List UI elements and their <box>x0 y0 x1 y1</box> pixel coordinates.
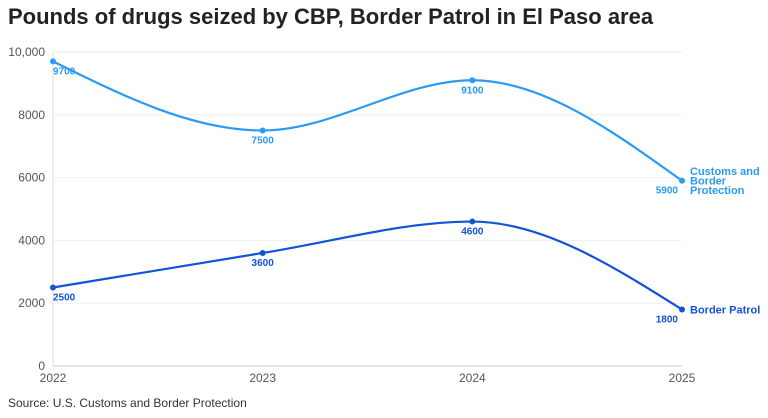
data-label: 1800 <box>656 314 679 325</box>
data-point <box>679 177 685 184</box>
data-point <box>469 77 476 84</box>
x-tick-label: 2025 <box>669 371 696 385</box>
data-label: 7500 <box>252 136 275 147</box>
data-point <box>679 306 685 313</box>
data-label: 9700 <box>53 66 76 77</box>
data-label: 2500 <box>53 293 76 304</box>
data-point <box>50 58 56 65</box>
series-label: Border Patrol <box>690 304 760 316</box>
y-tick-label: 4000 <box>18 233 45 247</box>
y-tick-label: 2000 <box>18 296 45 310</box>
data-label: 9100 <box>461 85 484 96</box>
x-tick-label: 2024 <box>459 371 486 385</box>
data-point <box>50 284 56 291</box>
x-tick-label: 2023 <box>249 371 276 385</box>
chart-title: Pounds of drugs seized by CBP, Border Pa… <box>8 4 654 29</box>
series-line <box>52 220 683 311</box>
data-label: 3600 <box>252 258 275 269</box>
series-label: Customs and <box>690 166 760 178</box>
y-tick-label: 10,000 <box>8 45 45 59</box>
y-tick-label: 8000 <box>18 108 45 122</box>
data-point <box>259 127 266 134</box>
series-label: Border <box>690 176 727 188</box>
series-line <box>52 60 683 182</box>
data-label: 4600 <box>461 227 484 238</box>
data-point <box>259 249 266 256</box>
data-label: 5900 <box>656 186 679 197</box>
x-tick-label: 2022 <box>40 371 67 385</box>
y-tick-label: 6000 <box>18 171 45 185</box>
y-tick-label: 0 <box>38 359 45 373</box>
data-point <box>469 218 476 225</box>
series-label: Protection <box>690 185 745 197</box>
source-note: Source: U.S. Customs and Border Protecti… <box>8 396 247 410</box>
